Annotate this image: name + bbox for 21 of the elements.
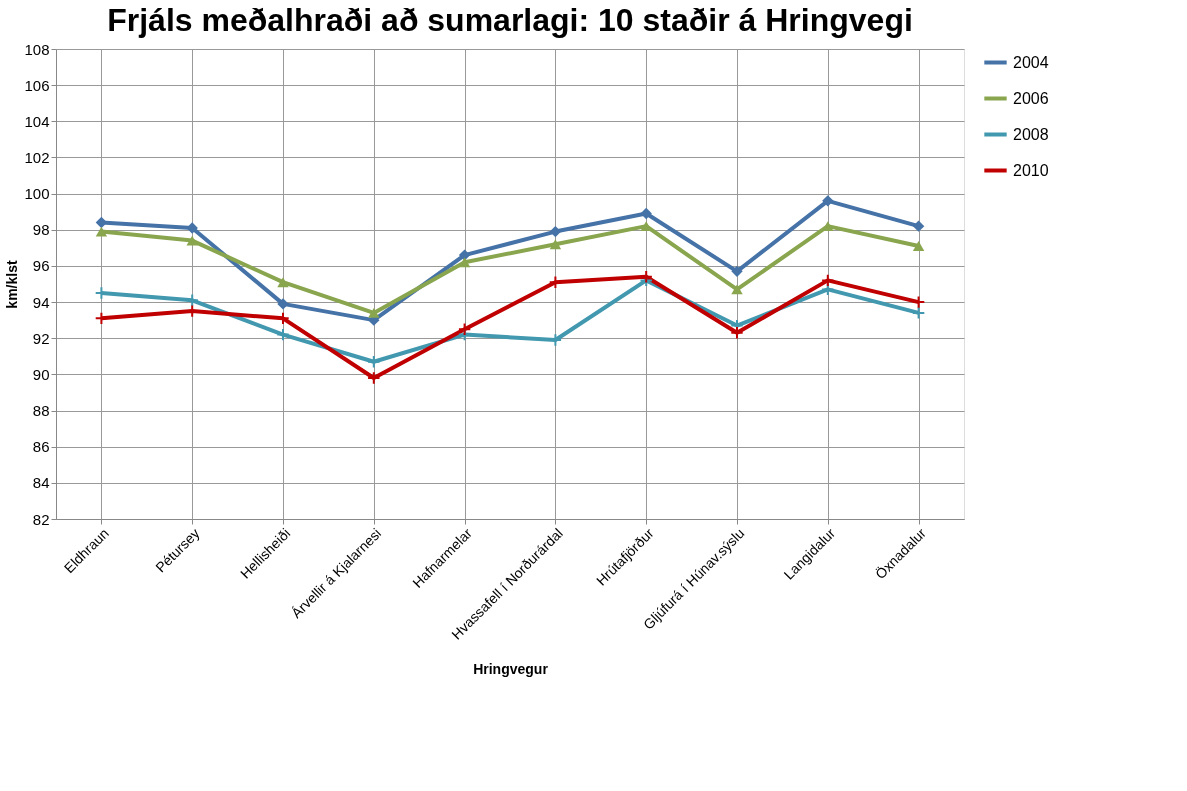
- y-tick-label: 108: [24, 40, 50, 58]
- y-tick-label: 100: [24, 185, 50, 203]
- y-tick-label: 90: [32, 365, 50, 383]
- y-tick-label: 92: [32, 329, 50, 347]
- x-axis-title: Hringvegur: [473, 660, 549, 677]
- y-tick-label: 102: [24, 148, 50, 166]
- y-axis-title: km/klst: [4, 260, 21, 309]
- legend-label: 2008: [1013, 125, 1049, 143]
- y-tick-label: 94: [32, 293, 50, 311]
- y-tick-label: 88: [32, 402, 50, 420]
- y-tick-label: 86: [32, 438, 50, 456]
- chart-title: Frjáls meðalhraði að sumarlagi: 10 staðir á Hringvegi: [107, 2, 913, 38]
- legend-label: 2010: [1013, 161, 1049, 179]
- y-tick-label: 84: [32, 474, 50, 492]
- y-tick-label: 82: [32, 510, 50, 528]
- legend-label: 2006: [1013, 89, 1049, 107]
- legend-label: 2004: [1013, 53, 1049, 71]
- y-tick-label: 98: [32, 221, 50, 239]
- y-tick-label: 96: [32, 257, 50, 275]
- y-tick-label: 106: [24, 76, 50, 94]
- y-tick-label: 104: [24, 112, 50, 130]
